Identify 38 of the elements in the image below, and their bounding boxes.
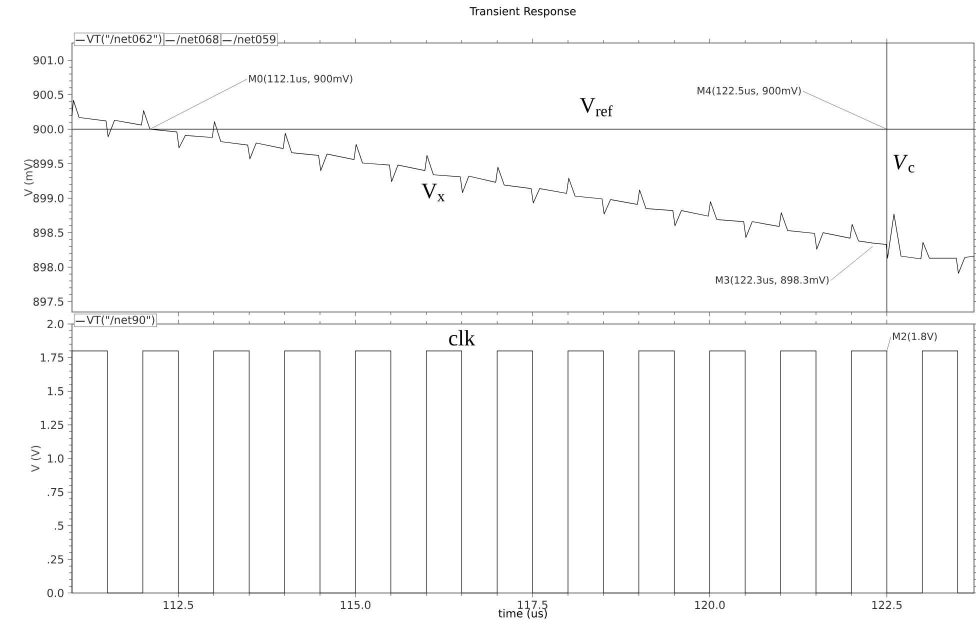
y-tick-label: 899.0 — [33, 194, 64, 202]
y-tick-label: 1.5 — [48, 387, 64, 396]
x-axis-title: time (us) — [498, 608, 547, 619]
x-tick-label: 122.5 — [872, 600, 902, 610]
annotation: V$_{ref}$ — [580, 98, 613, 116]
annotation: M0(112.1us, 900mV) — [249, 74, 352, 84]
y-tick-label: 2.0 — [48, 320, 64, 328]
annotation: V$_{c}$ — [894, 154, 914, 173]
legend-label: /net068 — [176, 35, 218, 44]
y-tick-label: 898.5 — [33, 228, 64, 237]
y-tick-label: .75 — [48, 488, 64, 496]
annotation: M3(122.3us, 898.3mV) — [716, 276, 829, 285]
x-tick-label: 112.5 — [164, 600, 194, 610]
y-tick-label: 900.0 — [33, 125, 64, 134]
annotation: clk — [449, 330, 476, 346]
y-tick-label: 1.75 — [40, 354, 64, 362]
y-tick-label: 897.5 — [33, 298, 64, 306]
annotation: M4(122.5us, 900mV) — [698, 86, 801, 96]
y-tick-label: 900.5 — [33, 90, 64, 99]
y-tick-label: 899.5 — [33, 160, 64, 168]
x-tick-label: 115.0 — [340, 600, 370, 610]
y-tick-label: 901.0 — [33, 56, 64, 64]
y-tick-label: 0.0 — [47, 588, 64, 598]
legend-label: VT("/net062") — [86, 34, 162, 44]
x-tick-label: 117.5 — [518, 600, 548, 609]
legend-label: /net059 — [233, 35, 276, 44]
y-tick-label: 898.0 — [33, 263, 64, 272]
y-axis-title: V (mV) — [24, 160, 34, 196]
annotation: M2(1.8V) — [893, 332, 937, 342]
y-tick-label: 1.0 — [48, 454, 64, 463]
chart-title: Transient Response — [470, 6, 576, 18]
x-tick-label: 120.0 — [695, 600, 725, 610]
legend-label: VT("/net90") — [86, 316, 154, 326]
y-tick-label: 1.25 — [40, 420, 64, 430]
y-tick-label: .25 — [48, 555, 64, 564]
y-tick-label: .5 — [54, 522, 64, 530]
y-axis-title: V (V) — [31, 446, 41, 472]
annotation: V$_{x}$ — [422, 184, 445, 202]
